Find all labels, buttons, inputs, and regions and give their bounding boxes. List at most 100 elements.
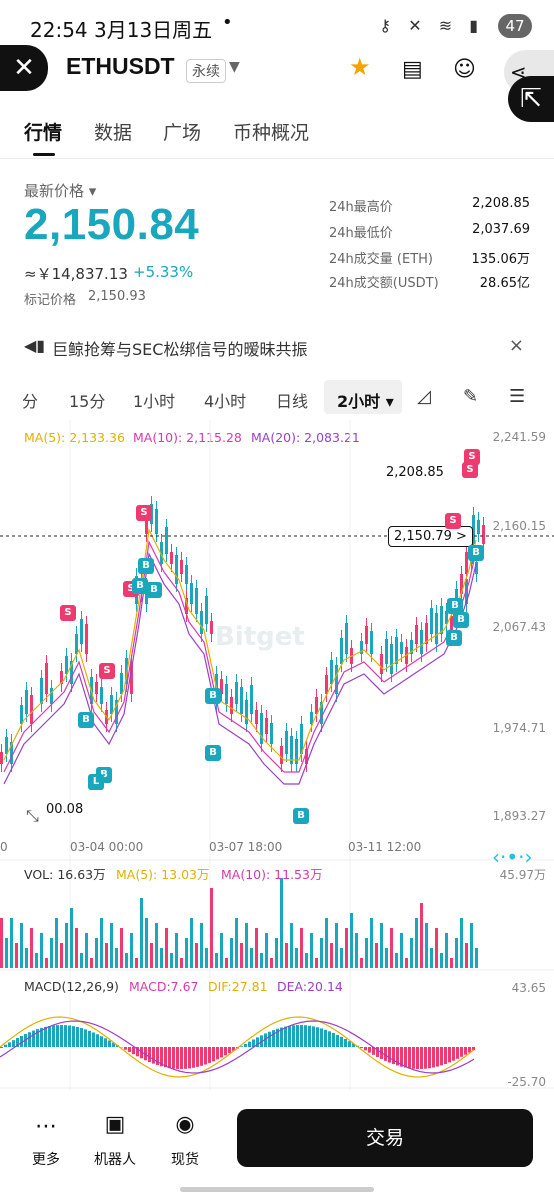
volume-bar — [0, 918, 3, 968]
notebook-icon[interactable]: ▤ — [402, 57, 423, 82]
macd-bar — [452, 1047, 455, 1061]
pair-dropdown-icon[interactable]: ▼ — [229, 59, 240, 75]
label-marker: L — [88, 774, 104, 790]
candle-body — [415, 625, 418, 644]
draw-tool-icon[interactable]: ✎ — [463, 386, 479, 407]
robot-icon[interactable]: ▣ — [104, 1112, 126, 1137]
chart-type-icon[interactable]: ◿ — [417, 386, 431, 407]
interval-1d[interactable]: 日线 — [276, 392, 309, 411]
buy-marker: B — [446, 630, 462, 646]
candle-body — [390, 644, 393, 674]
macd-bar — [404, 1047, 407, 1068]
tab-coin-overview[interactable]: 币种概况 — [233, 122, 310, 144]
news-banner[interactable]: ◀▮ 巨鲸抢筹与SEC松绑信号的暧昧共振 × — [24, 332, 530, 362]
more-icon[interactable]: ⋯ — [35, 1114, 57, 1139]
interval-2h[interactable]: 2小时 ▾ — [337, 392, 394, 411]
volume-bar — [120, 928, 123, 968]
x-tick: 03-04 00:00 — [70, 840, 144, 854]
expand-icon[interactable]: ⤡ — [26, 806, 39, 825]
buy-marker: B — [453, 612, 469, 628]
assistant-icon[interactable]: ☺ — [453, 57, 476, 82]
expand-arrow-button[interactable]: ⇱ — [508, 76, 554, 122]
robot-label[interactable]: 机器人 — [94, 1152, 136, 1168]
volume-bar — [460, 918, 463, 968]
macd-bar — [20, 1035, 23, 1047]
candle-body — [260, 713, 263, 744]
tab-data[interactable]: 数据 — [94, 122, 133, 144]
tab-square[interactable]: 广场 — [163, 122, 202, 144]
volume-bar — [415, 918, 418, 968]
trade-button[interactable]: 交易 — [237, 1109, 533, 1167]
battery-indicator: 47 — [498, 14, 532, 38]
volume-bar — [385, 948, 388, 968]
volume-bar — [125, 953, 128, 968]
app-logo-icon[interactable]: ✕ — [0, 45, 48, 91]
volume-bar — [390, 928, 393, 968]
macd-bar — [220, 1047, 223, 1058]
macd-bar — [16, 1038, 19, 1047]
volume-bar — [10, 918, 13, 968]
volume-bar — [55, 918, 58, 968]
candle-body — [482, 525, 485, 544]
volume-bar — [345, 928, 348, 968]
spot-icon[interactable]: ◉ — [175, 1112, 195, 1137]
interval-15m[interactable]: 15分 — [69, 392, 106, 411]
volume-bar — [155, 923, 158, 968]
current-price-tag[interactable]: 2,150.79 > — [388, 526, 473, 547]
macd-bar — [4, 1044, 7, 1047]
candle-body — [477, 520, 480, 534]
volume-bar — [240, 943, 243, 968]
candle-body — [460, 574, 463, 594]
volume-bar — [290, 923, 293, 968]
more-label[interactable]: 更多 — [32, 1152, 60, 1168]
close-icon[interactable]: × — [508, 335, 524, 356]
volume-bar — [270, 958, 273, 968]
macd-bar — [284, 1026, 287, 1047]
macd-bar — [324, 1029, 327, 1047]
candle-body — [115, 700, 118, 724]
interval-1h[interactable]: 1小时 — [133, 392, 176, 411]
sell-marker: S — [462, 462, 478, 478]
home-indicator — [180, 1187, 374, 1192]
volume-bar — [245, 923, 248, 968]
status-time: 22:54 3月13日周五 — [30, 18, 213, 42]
macd-bar — [152, 1047, 155, 1064]
volume-bar — [80, 953, 83, 968]
candle-body — [250, 685, 253, 714]
volume-bar — [105, 943, 108, 968]
spot-label[interactable]: 现货 — [171, 1152, 199, 1168]
macd-bar — [68, 1025, 71, 1047]
macd-bar — [304, 1025, 307, 1047]
x-tick: 03-11 12:00 — [348, 840, 422, 854]
macd-bar — [252, 1039, 255, 1047]
volume-bar — [285, 943, 288, 968]
ma20-line — [3, 552, 477, 785]
macd-bar — [340, 1036, 343, 1047]
macd-bar — [364, 1047, 367, 1051]
macd-bar — [372, 1047, 375, 1055]
news-text[interactable]: 巨鲸抢筹与SEC松绑信号的暧昧共振 — [52, 340, 308, 359]
candle-body — [240, 687, 243, 714]
volume-bar — [205, 948, 208, 968]
tab-market[interactable]: 行情 — [24, 122, 63, 144]
interval-1m[interactable]: 分 — [22, 392, 39, 411]
volume-bar — [165, 928, 168, 968]
macd-bar — [44, 1026, 47, 1047]
settings-icon[interactable]: ☰ — [509, 386, 526, 407]
macd-bar — [92, 1032, 95, 1047]
macd-bar — [112, 1042, 115, 1047]
macd-bar — [204, 1047, 207, 1065]
pair-title[interactable]: ETHUSDT — [66, 53, 175, 79]
macd-bar — [300, 1025, 303, 1047]
favorite-star-icon[interactable]: ★ — [349, 53, 371, 81]
buy-marker: B — [146, 582, 162, 598]
macd-bar — [396, 1047, 399, 1066]
macd-bar — [168, 1047, 171, 1069]
last-price-label[interactable]: 最新价格 ▾ — [24, 182, 97, 200]
macd-bar — [256, 1037, 259, 1047]
kline-chart[interactable] — [0, 0, 554, 1100]
interval-4h[interactable]: 4小时 — [204, 392, 247, 411]
macd-bar — [48, 1026, 51, 1047]
macd-bar — [368, 1047, 371, 1053]
macd-bar — [76, 1026, 79, 1047]
